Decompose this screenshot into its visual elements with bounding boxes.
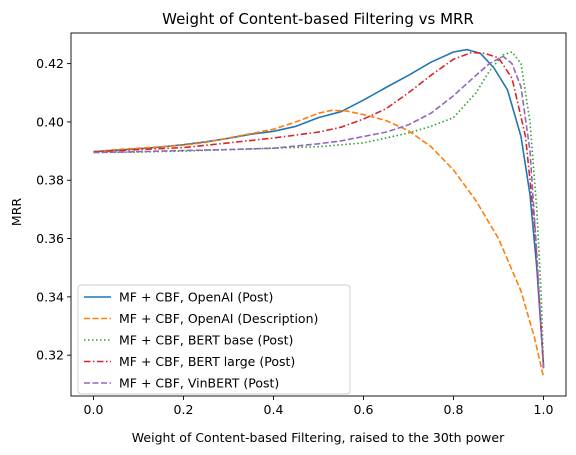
x-tick-label: 1.0: [534, 402, 554, 417]
series-line-4: [93, 51, 545, 367]
x-tick-label: 0.0: [84, 402, 104, 417]
y-tick-label: 0.38: [36, 173, 64, 188]
chart-title: Weight of Content-based Filtering vs MRR: [162, 10, 474, 28]
legend-box: [77, 284, 351, 395]
x-tick-label: 0.6: [354, 402, 374, 417]
legend-label: MF + CBF, OpenAI (Post): [119, 290, 273, 305]
series-line-3: [93, 51, 545, 369]
x-tick-label: 0.2: [174, 402, 194, 417]
y-tick-label: 0.40: [36, 114, 64, 129]
y-tick-label: 0.34: [36, 289, 64, 304]
x-tick-label: 0.8: [444, 402, 464, 417]
axes: 0.0 0.2 0.4 0.6 0.8 1.0 0.32 0.34 0.36 0.38 0.40 0.…: [36, 32, 567, 417]
y-tick-label: 0.42: [36, 56, 64, 71]
legend: MF + CBF, OpenAI (Post) MF + CBF, OpenAI …: [77, 284, 351, 395]
legend-label: MF + CBF, BERT base (Post): [119, 333, 293, 348]
y-axis-title: MRR: [9, 198, 24, 226]
plot-frame: [70, 32, 567, 397]
series-line-2: [93, 109, 545, 378]
plot-area: [93, 48, 545, 378]
y-tick-label: 0.32: [36, 348, 64, 363]
legend-label: MF + CBF, OpenAI (Description): [119, 311, 318, 326]
x-tick-label: 0.4: [264, 402, 284, 417]
y-tick-label: 0.36: [36, 231, 64, 246]
legend-label: MF + CBF, VinBERT (Post): [119, 376, 279, 391]
legend-label: MF + CBF, BERT large (Post): [119, 354, 295, 369]
x-axis-title: Weight of Content-based Filtering, raise…: [132, 430, 505, 445]
